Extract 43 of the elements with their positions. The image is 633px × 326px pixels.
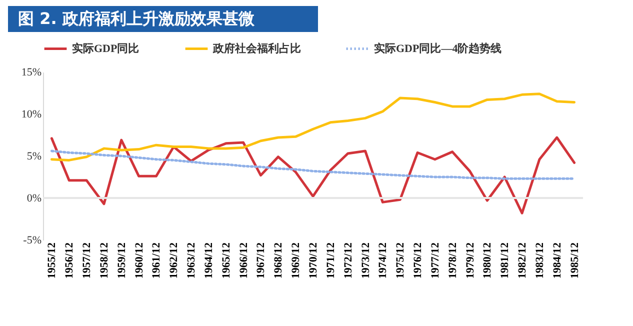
x-tick-label: 1963/12: [186, 242, 198, 279]
x-tick-label: 1960/12: [133, 242, 146, 279]
x-tick-label: 1969/12: [290, 242, 302, 279]
x-tick-label: 1984/12: [551, 242, 564, 279]
x-tick-label: 1968/12: [272, 242, 285, 279]
x-tick-label: 1978/12: [446, 242, 459, 279]
x-tick-label: 1977/12: [429, 242, 442, 279]
x-tick-label: 1974/12: [377, 242, 390, 279]
y-tick-label: -5%: [23, 234, 42, 246]
x-tick-label: 1975/12: [394, 242, 407, 279]
x-tick-label: 1966/12: [238, 242, 250, 279]
x-tick-label: 1970/12: [308, 242, 320, 279]
x-tick-label: 1958/12: [98, 242, 110, 279]
y-tick-label: 0%: [26, 192, 42, 204]
x-tick-label: 1981/12: [499, 242, 512, 279]
legend-label: 实际GDP同比—4阶趋势线: [374, 42, 502, 55]
x-tick-label: 1985/12: [568, 242, 581, 279]
x-tick-label: 1983/12: [534, 242, 546, 279]
y-tick-label: 10%: [21, 108, 42, 120]
x-tick-label: 1962/12: [168, 242, 180, 279]
x-tick-label: 1967/12: [255, 242, 268, 279]
legend-label: 政府社会福利占比: [212, 42, 301, 55]
legend-label: 实际GDP同比: [72, 42, 140, 55]
chart-title: 图 2. 政府福利上升激励效果甚微: [8, 6, 318, 32]
line-series: [50, 150, 576, 180]
x-tick-label: 1956/12: [64, 242, 76, 279]
x-tick-label: 1955/12: [46, 242, 58, 279]
x-tick-label: 1965/12: [220, 242, 232, 279]
x-tick-label: 1971/12: [324, 242, 337, 279]
x-tick-label: 1973/12: [360, 242, 372, 279]
x-tick-label: 1964/12: [202, 242, 215, 279]
x-tick-label: 1982/12: [516, 242, 529, 279]
line-series: [50, 92, 576, 162]
x-tick-label: 1979/12: [464, 242, 476, 279]
y-tick-label: 15%: [21, 66, 42, 78]
x-tick-label: 1961/12: [150, 242, 163, 279]
y-tick-label: 5%: [26, 150, 42, 162]
x-tick-label: 1957/12: [81, 242, 94, 279]
x-tick-label: 1972/12: [342, 242, 354, 279]
x-tick-label: 1959/12: [116, 242, 128, 279]
x-tick-label: 1976/12: [412, 242, 424, 279]
x-tick-label: 1980/12: [482, 242, 494, 279]
line-series: [50, 136, 576, 214]
